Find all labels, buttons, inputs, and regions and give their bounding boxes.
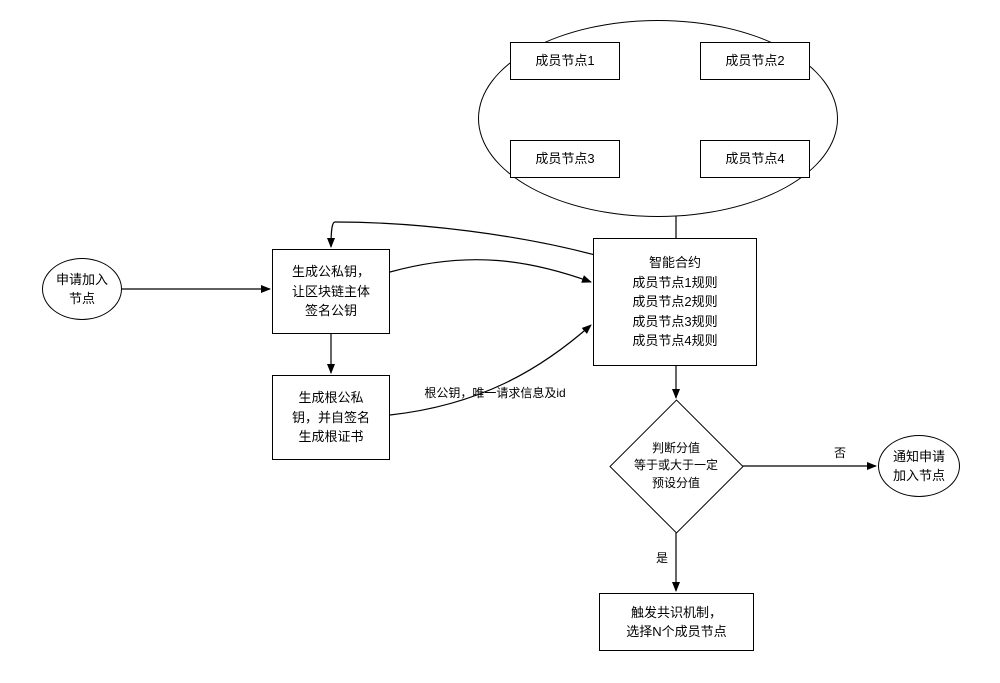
edge-label-yes: 是 bbox=[652, 550, 672, 567]
genroot-box: 生成根公私 钥，并自签名 生成根证书 bbox=[272, 375, 390, 460]
decision-diamond: 判断分值 等于或大于一定 预设分值 bbox=[610, 400, 742, 532]
start-node: 申请加入 节点 bbox=[42, 258, 122, 320]
member-node-4: 成员节点4 bbox=[700, 140, 810, 178]
start-node-label: 申请加入 节点 bbox=[56, 270, 108, 309]
member-node-1: 成员节点1 bbox=[510, 42, 620, 80]
genroot-label: 生成根公私 钥，并自签名 生成根证书 bbox=[292, 388, 370, 447]
genkey-box: 生成公私钥， 让区块链主体 签名公钥 bbox=[272, 249, 390, 334]
genkey-label: 生成公私钥， 让区块链主体 签名公钥 bbox=[292, 262, 370, 321]
contract-box: 智能合约 成员节点1规则 成员节点2规则 成员节点3规则 成员节点4规则 bbox=[593, 238, 757, 366]
member-node-3-label: 成员节点3 bbox=[535, 149, 594, 169]
member-node-2: 成员节点2 bbox=[700, 42, 810, 80]
member-node-3: 成员节点3 bbox=[510, 140, 620, 178]
member-node-4-label: 成员节点4 bbox=[725, 149, 784, 169]
edge-label-rootinfo: 根公钥，唯一请求信息及id bbox=[405, 385, 585, 402]
edge-label-no: 否 bbox=[830, 445, 850, 462]
notify-label: 通知申请 加入节点 bbox=[893, 447, 945, 486]
decision-label: 判断分值 等于或大于一定 预设分值 bbox=[634, 440, 718, 492]
notify-node: 通知申请 加入节点 bbox=[878, 435, 960, 497]
trigger-box: 触发共识机制， 选择N个成员节点 bbox=[599, 593, 754, 651]
contract-label: 智能合约 成员节点1规则 成员节点2规则 成员节点3规则 成员节点4规则 bbox=[632, 253, 717, 351]
member-node-2-label: 成员节点2 bbox=[725, 51, 784, 71]
member-node-1-label: 成员节点1 bbox=[535, 51, 594, 71]
trigger-label: 触发共识机制， 选择N个成员节点 bbox=[626, 603, 726, 642]
